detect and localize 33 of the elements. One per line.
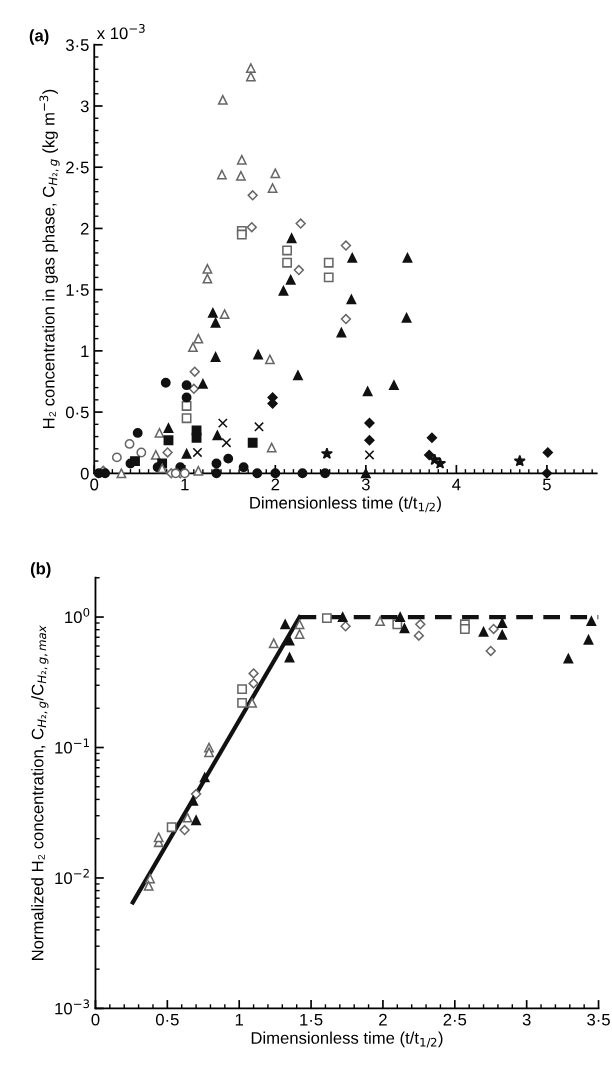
y-tick-label: 1 bbox=[81, 345, 89, 357]
y-tick-label: 0 bbox=[80, 467, 89, 480]
x-axis-title: Dimensionless time (t/t$_{1/2}$) bbox=[251, 1031, 443, 1048]
x-axis-title: Dimensionless time (t/t$_{1/2}$) bbox=[250, 496, 441, 513]
y-tick-label: 2 bbox=[80, 222, 89, 235]
x-tick-label: 3 bbox=[361, 478, 370, 491]
x-tick-label: 3·5 bbox=[587, 1013, 610, 1026]
y-axis-title: H₂ concentration in gas phase, C$_{H₂,g}$ (kg m$^{−3}$) bbox=[39, 89, 60, 429]
x-tick-label: 1·5 bbox=[300, 1013, 323, 1026]
chart-title: (a) bbox=[29, 29, 49, 45]
x-tick-label: 0 bbox=[90, 478, 99, 491]
y-tick-label: 10$^{−1}$ bbox=[55, 738, 89, 754]
x-tick-label: 4 bbox=[452, 478, 461, 491]
chart-title: (b) bbox=[30, 562, 51, 578]
y-tick-label: 0·5 bbox=[65, 406, 89, 419]
y-tick-label: 10$^{−3}$ bbox=[55, 999, 90, 1015]
x-tick-label: 3 bbox=[522, 1013, 531, 1026]
y-tick-label: 10$^{−2}$ bbox=[55, 868, 89, 885]
y-tick-label: 3 bbox=[80, 100, 89, 113]
x-tick-label: 1 bbox=[181, 478, 189, 491]
y-tick-label: 3·5 bbox=[65, 39, 89, 51]
x-tick-label: 0 bbox=[91, 1013, 100, 1026]
y-tick-label: 1·5 bbox=[66, 284, 89, 296]
x-tick-label: 2 bbox=[379, 1013, 387, 1026]
y-axis-title: Normalized H₂ concentration, C$_{H₂,g}$/C$_{H₂,g,max}$ bbox=[31, 625, 49, 960]
y-tick-label: 10$^{0}$ bbox=[65, 607, 90, 624]
x-tick-label: 0·5 bbox=[155, 1013, 179, 1026]
text: x 10$^{−3}$ bbox=[96, 24, 145, 40]
x-tick-label: 2 bbox=[271, 478, 280, 491]
x-tick-label: 1 bbox=[235, 1013, 244, 1026]
x-tick-label: 2·5 bbox=[443, 1013, 467, 1026]
y-tick-label: 2·5 bbox=[66, 161, 89, 174]
x-tick-label: 5 bbox=[542, 478, 551, 491]
